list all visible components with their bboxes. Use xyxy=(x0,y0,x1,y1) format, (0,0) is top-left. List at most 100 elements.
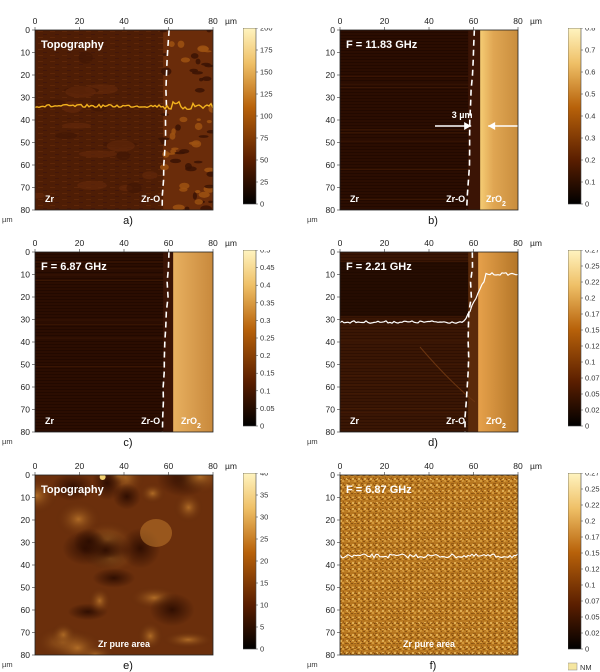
scan-line xyxy=(340,140,518,142)
surface-feature xyxy=(126,182,142,194)
y-tick-label: 60 xyxy=(21,382,31,392)
y-tick-label: 40 xyxy=(326,560,336,570)
y-tick-label: 60 xyxy=(326,605,336,615)
colorbar-tick-label: 0.2 xyxy=(585,517,595,526)
y-tick-label: 20 xyxy=(326,292,336,302)
panel-title: Topography xyxy=(41,484,105,496)
panel-caption: b) xyxy=(428,215,438,227)
colorbar-tick-label: 0.1 xyxy=(585,178,595,187)
colorbar-tick-label: 0.5 xyxy=(260,246,270,255)
panel-caption: a) xyxy=(123,215,133,227)
oxide-grain xyxy=(197,46,209,52)
colorbar-tick-label: 0.15 xyxy=(585,326,600,335)
colorbar-a: nm 200 175 150 125 100 75 50 25 0 xyxy=(243,28,273,209)
interface-dashed-line xyxy=(464,252,474,432)
colorbar-tick-label: 100 xyxy=(260,112,273,121)
panel-title: F = 6.87 GHz xyxy=(41,261,107,273)
colorbar-tick-label: 0.27 xyxy=(585,246,600,255)
y-tick-label: 40 xyxy=(21,560,31,570)
y-tick-label: 40 xyxy=(21,337,31,347)
region-label: Zr-O xyxy=(446,416,465,426)
scan-line xyxy=(35,319,213,321)
scan-line xyxy=(340,384,518,386)
y-tick-label: 60 xyxy=(326,382,336,392)
colorbar-c: deg 0.5 0.45 0.4 0.35 0.3 0.25 0.2 0.15 0.1 0.05 0 xyxy=(243,246,275,431)
colorbar-tick-label: 0.07 xyxy=(585,374,600,383)
colorbar-tick-label: 0 xyxy=(585,645,589,654)
colorbar-e: nm 40 35 30 25 20 15 10 5 0 xyxy=(243,473,268,654)
x-unit: µm xyxy=(225,461,237,471)
panel-b: 3 µm F = 11.83 GHz Zr Zr-O ZrO2 0 20 40 60 80 µm 0 1… xyxy=(307,16,595,227)
colorbar-tick-label: 0.4 xyxy=(260,281,270,290)
panel-c: F = 6.87 GHz Zr Zr-O ZrO2 0 20 40 60 80 µm 0 10 20 30… xyxy=(2,238,275,449)
y-tick-label: 50 xyxy=(21,583,31,593)
zro2-region xyxy=(480,30,518,210)
y-tick-label: 50 xyxy=(21,360,31,370)
y-tick-label: 10 xyxy=(326,493,336,503)
colorbar-tick-label: 0.12 xyxy=(585,342,600,351)
surface-feature xyxy=(77,180,107,190)
colorbar-tick-label: 0.45 xyxy=(260,263,275,272)
surface-feature xyxy=(106,140,135,152)
x-tick-label: 80 xyxy=(513,16,523,26)
y-tick-label: 80 xyxy=(21,205,31,215)
colorbar-gradient xyxy=(568,250,582,427)
y-unit: µm xyxy=(2,215,13,224)
legend-text: NM xyxy=(580,663,592,672)
colorbar-tick-label: 0.25 xyxy=(585,485,600,494)
colorbar-tick-label: 0.25 xyxy=(585,262,600,271)
oxide-grain xyxy=(190,53,199,59)
colorbar-tick-label: 0.02 xyxy=(585,406,600,415)
x-tick-label: 60 xyxy=(469,16,479,26)
surface-feature xyxy=(55,132,78,139)
x-tick-label: 80 xyxy=(513,461,523,471)
colorbar-tick-label: 25 xyxy=(260,178,268,187)
oxide-grain xyxy=(177,40,185,48)
x-tick-label: 40 xyxy=(119,238,129,248)
colorbar-tick-label: 0.7 xyxy=(585,46,595,55)
colorbar-tick-label: 0.1 xyxy=(585,581,595,590)
interlayer-region xyxy=(468,252,479,432)
oxide-grain xyxy=(172,204,185,210)
interlayer-region xyxy=(468,30,481,210)
afm-image-e xyxy=(35,475,213,655)
region-label: Zr-O xyxy=(446,194,465,204)
colorbar-tick-label: 0.6 xyxy=(585,68,595,77)
surface-feature xyxy=(88,587,112,615)
colorbar-tick-label: 0.1 xyxy=(585,358,595,367)
x-tick-label: 40 xyxy=(424,238,434,248)
scan-line xyxy=(340,364,518,366)
oxide-grain xyxy=(198,135,209,138)
oxide-grain xyxy=(175,124,181,131)
scan-line xyxy=(35,268,213,270)
colorbar-gradient xyxy=(243,473,257,650)
panel-title: Topography xyxy=(41,39,105,51)
zro2-region xyxy=(478,252,518,432)
x-tick-label: 0 xyxy=(338,461,343,471)
y-unit: µm xyxy=(2,437,13,446)
y-tick-label: 40 xyxy=(21,115,31,125)
y-tick-label: 0 xyxy=(25,25,30,35)
phase-profile-line xyxy=(340,271,518,324)
interlayer-region xyxy=(163,252,174,432)
colorbar-tick-label: 0.25 xyxy=(260,334,275,343)
surface-feature xyxy=(35,192,46,199)
x-tick-label: 60 xyxy=(469,461,479,471)
oxide-grain xyxy=(206,171,213,177)
surface-feature xyxy=(78,150,118,158)
x-tick-label: 40 xyxy=(119,16,129,26)
region-label: ZrO2 xyxy=(486,416,506,430)
panel-caption: c) xyxy=(123,437,132,449)
scan-line xyxy=(340,132,518,134)
oxide-grain xyxy=(200,205,212,210)
colorbar-tick-label: 0.22 xyxy=(585,278,600,287)
y-tick-label: 0 xyxy=(25,247,30,257)
oxide-grain xyxy=(192,192,197,200)
y-unit: µm xyxy=(307,437,318,446)
colorbar-tick-label: 0.3 xyxy=(585,134,595,143)
width-annotation: 3 µm xyxy=(452,110,473,120)
colorbar-d: deg 0.27 0.25 0.22 0.2 0.17 0.15 0.12 0.1 0.07 0.0… xyxy=(568,246,600,431)
oxide-grain xyxy=(180,57,191,63)
surface-feature xyxy=(45,99,66,107)
region-label: Zr-O xyxy=(141,416,160,426)
